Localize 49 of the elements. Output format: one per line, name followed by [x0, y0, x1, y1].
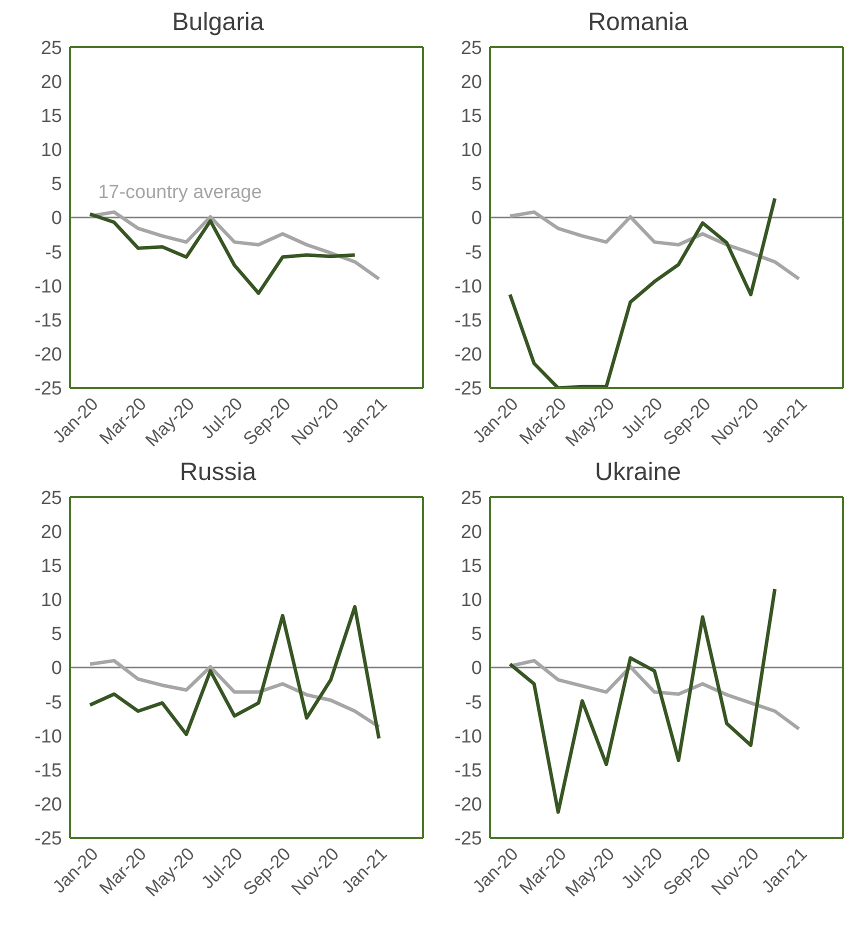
y-tick-label: 5 [471, 624, 482, 646]
y-tick-label: 20 [40, 72, 62, 93]
y-tick-label: -15 [34, 310, 62, 332]
y-tick-label: -20 [34, 344, 62, 366]
y-tick-label: 10 [460, 590, 482, 612]
y-tick-label: 10 [40, 140, 62, 162]
y-tick-label: 5 [471, 174, 482, 196]
y-tick-label: 15 [460, 556, 482, 577]
y-tick-label: -20 [34, 794, 62, 816]
y-tick-label: -25 [34, 828, 62, 850]
chart-title: Russia [178, 458, 258, 488]
y-tick-label: 10 [40, 590, 62, 612]
y-tick-label: 25 [460, 488, 482, 509]
y-tick-label: 15 [40, 106, 62, 127]
y-tick-label: 0 [51, 208, 62, 230]
y-tick-label: -10 [454, 276, 482, 298]
y-tick-label: 25 [40, 488, 62, 509]
y-tick-label: 20 [460, 72, 482, 93]
y-tick-label: -25 [454, 378, 482, 400]
y-tick-label: -5 [465, 692, 482, 714]
chart-title: Bulgaria [171, 8, 265, 38]
y-tick-label: -20 [454, 344, 482, 366]
series-label: 17-country average [98, 182, 262, 204]
y-tick-label: 25 [40, 38, 62, 59]
y-tick-label: -5 [465, 242, 482, 264]
y-tick-label: 15 [40, 556, 62, 577]
y-tick-label: 0 [471, 208, 482, 230]
y-tick-label: 25 [460, 38, 482, 59]
chart-title: Romania [586, 8, 690, 38]
y-tick-label: -25 [34, 378, 62, 400]
y-tick-label: -10 [34, 726, 62, 748]
y-tick-label: 0 [51, 658, 62, 680]
y-tick-label: -10 [34, 276, 62, 298]
y-tick-label: -5 [45, 692, 62, 714]
y-tick-label: -15 [454, 310, 482, 332]
y-tick-label: -25 [454, 828, 482, 850]
y-tick-label: -15 [34, 760, 62, 782]
y-tick-label: 0 [471, 658, 482, 680]
y-tick-label: 5 [51, 174, 62, 196]
y-tick-label: -10 [454, 726, 482, 748]
y-tick-label: 20 [460, 522, 482, 543]
y-tick-label: -15 [454, 760, 482, 782]
y-tick-label: -5 [45, 242, 62, 264]
chart-title: Ukraine [594, 458, 682, 488]
y-tick-label: -20 [454, 794, 482, 816]
y-tick-label: 15 [460, 106, 482, 127]
y-tick-label: 10 [460, 140, 482, 162]
y-tick-label: 20 [40, 522, 62, 543]
y-tick-label: 5 [51, 624, 62, 646]
